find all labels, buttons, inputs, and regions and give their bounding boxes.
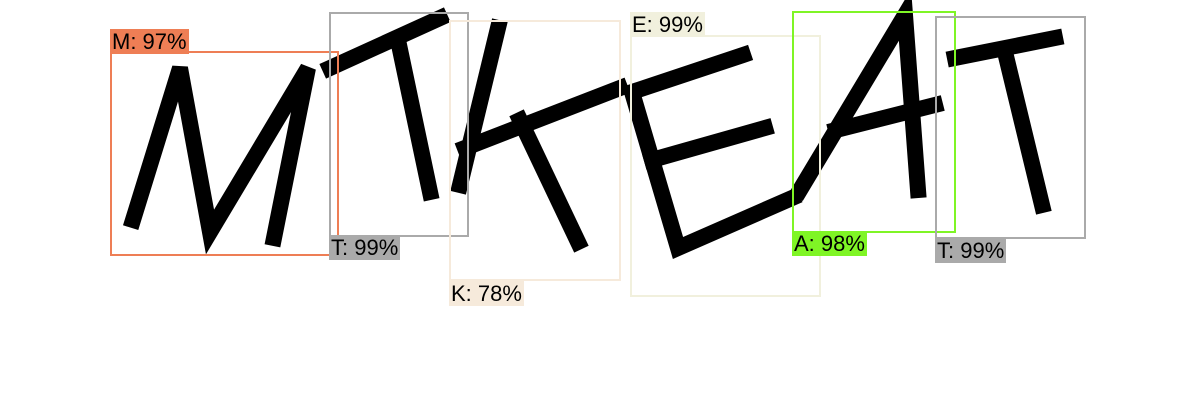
detection-box-t-1[interactable] — [329, 12, 469, 237]
detection-label-k: K: 78% — [449, 281, 524, 306]
detection-box-m[interactable] — [110, 51, 339, 256]
detection-label-t-1: T: 99% — [329, 235, 400, 260]
detection-label-a: A: 98% — [792, 231, 867, 256]
detection-box-t-2[interactable] — [935, 16, 1086, 239]
detection-label-t-2: T: 99% — [935, 238, 1006, 263]
detection-box-a[interactable] — [792, 11, 956, 233]
detection-label-e: E: 99% — [630, 12, 705, 37]
detection-label-m: M: 97% — [110, 29, 189, 54]
detection-box-k[interactable] — [449, 20, 621, 281]
